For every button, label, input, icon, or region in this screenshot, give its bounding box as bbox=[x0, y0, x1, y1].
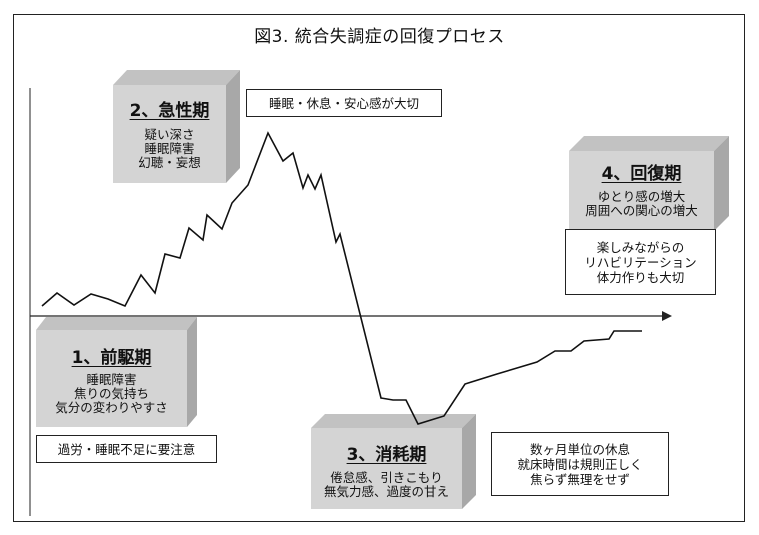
phase-title-prodromal: 1、前駆期 bbox=[71, 348, 152, 368]
box-acute bbox=[113, 70, 240, 183]
phase-line: 倦怠感、引きこもり bbox=[330, 470, 443, 485]
phase-line: 気分の変わりやすさ bbox=[55, 400, 168, 415]
note-acute: 睡眠・休息・安心感が大切 bbox=[246, 89, 442, 117]
note-prodromal: 過労・睡眠不足に要注意 bbox=[36, 435, 217, 463]
note-line: 楽しみながらの bbox=[596, 239, 685, 255]
phase-line: ゆとり感の増大 bbox=[597, 189, 686, 204]
phase-line: 疑い深さ bbox=[144, 127, 195, 142]
phase-title-recovery: 4、回復期 bbox=[601, 164, 682, 184]
phase-title-exhaustion: 3、消耗期 bbox=[346, 445, 427, 465]
phase-line: 周囲への関心の増大 bbox=[585, 203, 698, 218]
note-line: 過労・睡眠不足に要注意 bbox=[57, 441, 196, 457]
course-curve bbox=[41, 131, 642, 425]
phase-text-recovery: ゆとり感の増大 周囲への関心の増大 bbox=[569, 190, 714, 218]
phase-text-exhaustion: 倦怠感、引きこもり 無気力感、過度の甘え bbox=[311, 471, 462, 499]
note-line: 数ヶ月単位の休息 bbox=[529, 441, 630, 457]
note-line: 体力作りも大切 bbox=[596, 269, 685, 285]
phase-text-prodromal: 睡眠障害 焦りの気持ち 気分の変わりやすさ bbox=[36, 373, 187, 415]
phase-line: 焦りの気持ち bbox=[73, 386, 149, 401]
phase-line: 睡眠障害 bbox=[86, 372, 137, 387]
phase-line: 睡眠障害 bbox=[144, 141, 195, 156]
phase-line: 幻聴・妄想 bbox=[138, 155, 201, 170]
axis-arrowhead bbox=[662, 311, 672, 321]
phase-text-acute: 疑い深さ 睡眠障害 幻聴・妄想 bbox=[113, 128, 226, 170]
diagram-title: 図3. 統合失調症の回復プロセス bbox=[254, 27, 505, 47]
note-line: リハビリテーション bbox=[584, 254, 697, 270]
box-prodromal bbox=[36, 317, 197, 427]
note-line: 睡眠・休息・安心感が大切 bbox=[268, 95, 419, 111]
note-line: 就床時間は規則正しく bbox=[517, 456, 643, 472]
phase-title-acute: 2、急性期 bbox=[129, 101, 210, 121]
note-line: 焦らず無理をせず bbox=[530, 471, 630, 487]
phase-line: 無気力感、過度の甘え bbox=[323, 484, 449, 499]
box-exhaustion bbox=[311, 414, 476, 509]
note-recovery: 楽しみながらの リハビリテーション 体力作りも大切 bbox=[565, 229, 716, 295]
box-recovery bbox=[569, 136, 729, 231]
note-exhaustion: 数ヶ月単位の休息 就床時間は規則正しく 焦らず無理をせず bbox=[491, 432, 669, 496]
